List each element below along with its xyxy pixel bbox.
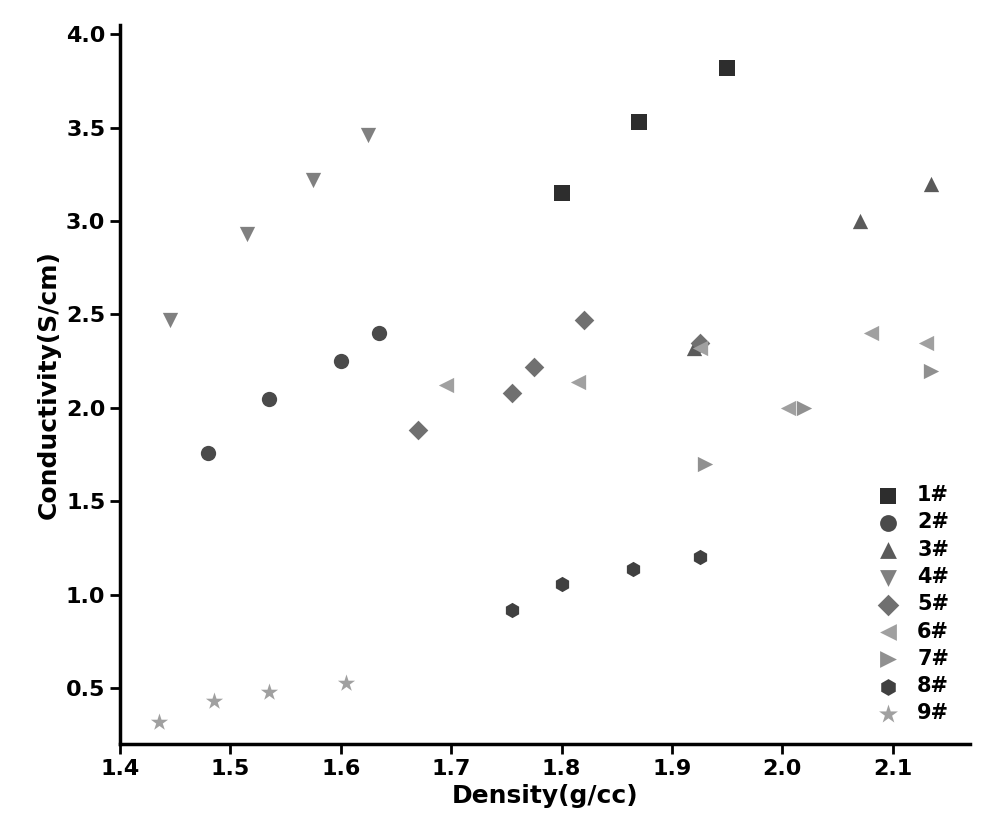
6#	[692, 342, 708, 355]
9#	[206, 695, 222, 708]
5#	[410, 423, 426, 437]
3#	[923, 177, 939, 190]
3#	[686, 342, 702, 355]
2#	[261, 392, 277, 405]
4#	[360, 128, 376, 141]
1#	[554, 186, 570, 199]
5#	[576, 313, 592, 327]
2#	[333, 355, 349, 368]
3#	[852, 214, 868, 227]
8#	[554, 577, 570, 590]
9#	[261, 686, 277, 699]
Legend: 1#, 2#, 3#, 4#, 5#, 6#, 7#, 8#, 9#: 1#, 2#, 3#, 4#, 5#, 6#, 7#, 8#, 9#	[857, 475, 960, 734]
1#	[631, 116, 647, 129]
7#	[796, 401, 812, 414]
6#	[438, 379, 454, 392]
5#	[692, 336, 708, 349]
6#	[570, 375, 586, 389]
4#	[239, 227, 255, 241]
8#	[692, 551, 708, 564]
4#	[305, 174, 321, 187]
1#	[719, 61, 735, 74]
Y-axis label: Conductivity(S/cm): Conductivity(S/cm)	[36, 250, 60, 519]
9#	[338, 676, 354, 689]
9#	[151, 715, 167, 729]
6#	[863, 327, 879, 340]
X-axis label: Density(g/cc): Density(g/cc)	[452, 785, 638, 809]
7#	[923, 364, 939, 377]
5#	[504, 386, 520, 399]
2#	[371, 327, 387, 340]
4#	[162, 313, 178, 327]
2#	[200, 446, 216, 459]
8#	[504, 603, 520, 616]
7#	[697, 457, 713, 471]
6#	[780, 401, 796, 414]
5#	[526, 361, 542, 374]
6#	[918, 336, 934, 349]
8#	[625, 562, 641, 576]
